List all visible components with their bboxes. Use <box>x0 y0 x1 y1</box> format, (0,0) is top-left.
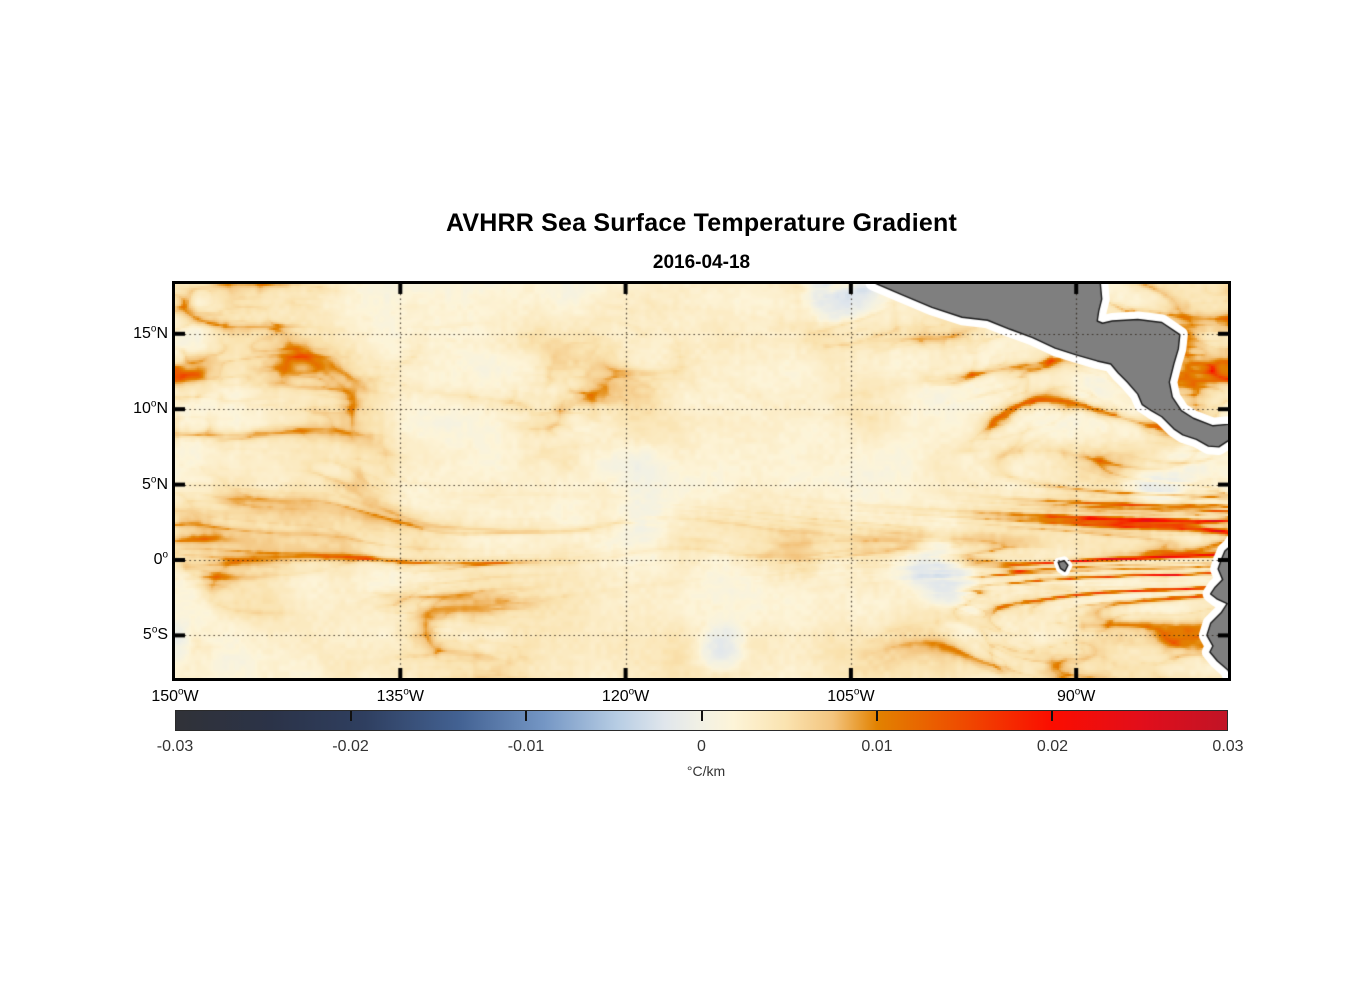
colorbar-tick-mark <box>350 711 353 721</box>
y-tick-label: 5oS <box>142 625 168 644</box>
colorbar-tick-mark <box>1050 711 1053 721</box>
colorbar-tick-label: 0.01 <box>861 738 893 755</box>
sst-gradient-heatmap-canvas <box>175 284 1228 678</box>
y-tick-label: 0o <box>153 549 168 568</box>
y-tick-label: 5oN <box>142 474 168 493</box>
x-tick-label: 90oW <box>1056 686 1096 705</box>
map-plot-area <box>172 281 1231 681</box>
x-tick-label: 120oW <box>601 686 650 705</box>
figure-title: AVHRR Sea Surface Temperature Gradient <box>446 209 957 237</box>
colorbar-tick-label: -0.01 <box>507 738 545 755</box>
colorbar-tick-mark <box>700 711 703 721</box>
colorbar-tick-label: 0.03 <box>1212 738 1244 755</box>
x-tick-label: 105oW <box>827 686 875 705</box>
x-tick-label: 150oW <box>151 686 199 705</box>
x-tick-label: 135oW <box>376 686 424 705</box>
colorbar <box>175 710 1228 731</box>
colorbar-tick-label: -0.02 <box>332 738 369 755</box>
colorbar-tick-mark <box>875 711 878 721</box>
colorbar-tick-label: -0.03 <box>156 738 194 755</box>
y-tick-label: 10oN <box>133 398 168 418</box>
y-tick-label: 15oN <box>133 323 168 342</box>
colorbar-tick-label: 0 <box>697 738 706 755</box>
colorbar-unit-label: °C/km <box>686 763 726 779</box>
colorbar-tick-mark <box>525 711 528 721</box>
figure-date-subtitle: 2016-04-18 <box>652 252 751 273</box>
colorbar-tick-label: 0.02 <box>1036 738 1069 755</box>
